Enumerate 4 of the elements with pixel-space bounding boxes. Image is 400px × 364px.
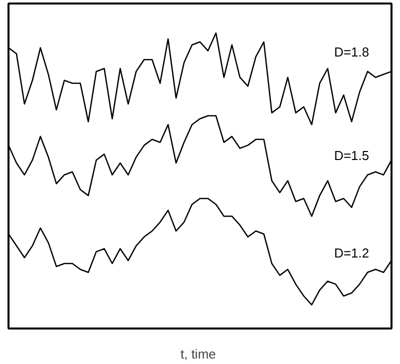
series-label: D=1.2 [334,246,370,261]
series-label: D=1.8 [334,44,370,60]
series-label: D=1.5 [334,148,370,164]
x-axis-title: t, time [180,346,216,362]
